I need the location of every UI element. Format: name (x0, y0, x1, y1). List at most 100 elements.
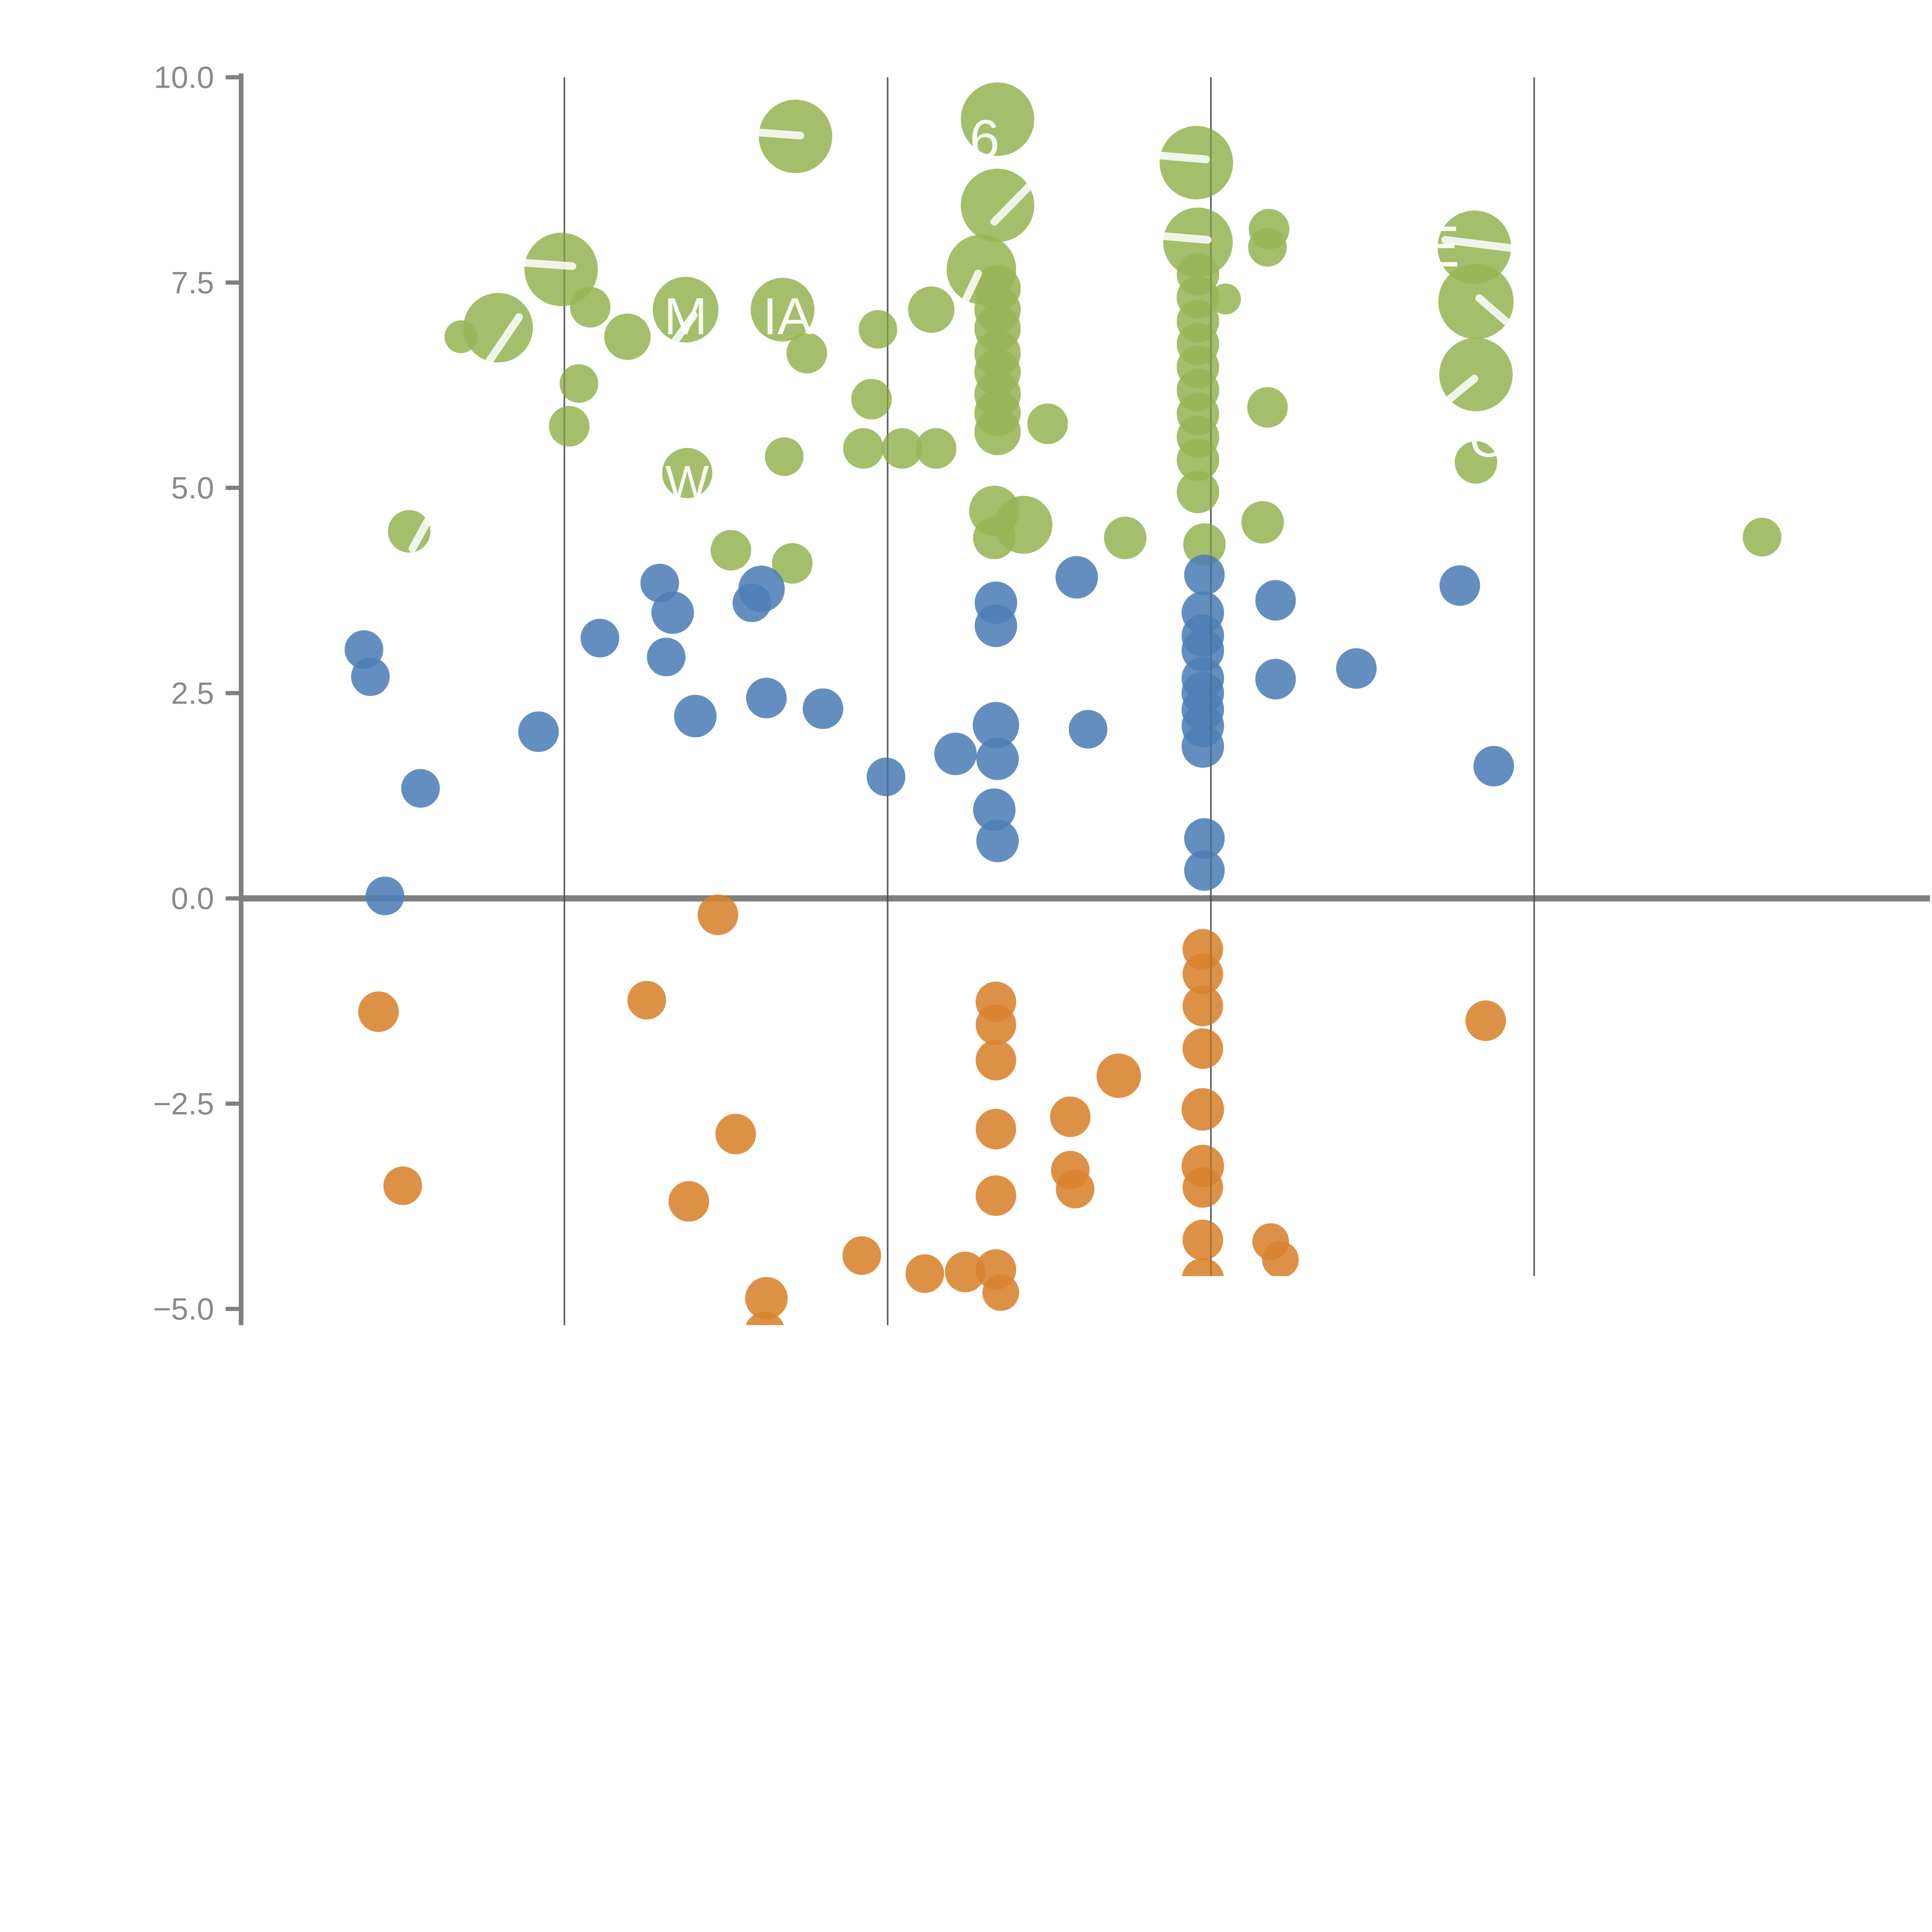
data-point (843, 428, 884, 469)
data-point (1027, 403, 1068, 444)
bubble-label: E (1421, 214, 1460, 279)
data-point (1248, 228, 1287, 267)
data-point (1182, 725, 1224, 768)
x-tick-label: 2 (556, 1750, 573, 1784)
scatter-plot-svg: 10.07.55.02.50.0−2.5−5.0−7.5−10.00 2 4 6 8 10… (0, 0, 1932, 1932)
data-point (604, 314, 651, 360)
data-point (1184, 850, 1225, 891)
bubble-stroke-fragment (503, 261, 573, 266)
data-point (983, 1274, 1019, 1311)
data-point (1160, 126, 1233, 199)
x-tick-label: 4 (879, 1750, 896, 1784)
data-point (1210, 284, 1241, 315)
data-point (1439, 565, 1480, 606)
data-point (905, 1254, 944, 1293)
bubble-label: M (664, 287, 707, 345)
data-point (973, 517, 1015, 559)
data-point (1182, 1167, 1223, 1208)
data-point (1177, 471, 1219, 513)
data-point (560, 364, 598, 403)
data-point (697, 895, 738, 935)
bubble-label: IA (763, 287, 812, 345)
data-point (1336, 648, 1377, 689)
bubble-label: W (665, 456, 709, 508)
data-point (715, 1114, 756, 1154)
bubble-label: M (753, 1607, 795, 1664)
data-point (916, 428, 956, 469)
data-point (1182, 1220, 1223, 1260)
x-tick-label: 10 (1840, 1750, 1875, 1784)
data-point (975, 605, 1017, 647)
data-point (518, 711, 559, 752)
y-tick-label: −7.5 (153, 1497, 214, 1531)
y-tick-label: 2.5 (171, 676, 214, 710)
data-point (651, 592, 694, 634)
data-point (1255, 580, 1296, 621)
data-point (1743, 518, 1781, 556)
data-point (976, 1005, 1016, 1045)
blue-group (345, 554, 1514, 915)
data-point (668, 1181, 709, 1222)
y-tick-label: 7.5 (171, 265, 214, 300)
data-point (1255, 659, 1296, 699)
bubble-stroke-fragment (734, 131, 801, 136)
data-point (383, 1167, 422, 1205)
data-point (1242, 501, 1284, 544)
axes: 10.0 7.5 5.0 2.5 0.0 −2.5 −5.0 −7.5 −10.0 0 2 4 6 8 10 (136, 60, 1930, 1784)
data-point (851, 379, 892, 420)
data-point (1473, 746, 1514, 786)
data-point (976, 820, 1019, 862)
data-point (765, 437, 803, 476)
data-point (1104, 517, 1146, 559)
data-point (908, 286, 954, 333)
y-tick-label: −10.0 (136, 1702, 214, 1737)
x-tick-label: 0 (233, 1750, 250, 1784)
data-point (366, 877, 404, 915)
data-point (1262, 1242, 1299, 1278)
data-point (1056, 556, 1098, 599)
y-tick-label: −2.5 (153, 1087, 214, 1121)
data-point (976, 1175, 1016, 1216)
data-point (1182, 1088, 1224, 1131)
y-tick-label: −5.0 (153, 1292, 214, 1326)
orange-group (358, 895, 1787, 1714)
data-point (1182, 1258, 1224, 1301)
data-point (711, 530, 751, 571)
bubble-label: V (994, 1505, 1027, 1561)
data-point (745, 1312, 785, 1352)
green-group (388, 82, 1781, 583)
data-point (570, 287, 611, 328)
data-point (1182, 986, 1223, 1026)
data-point (1050, 1097, 1090, 1137)
bubble-label: N (1192, 1429, 1233, 1493)
data-point (581, 619, 619, 657)
data-point (1097, 1054, 1141, 1098)
data-point (976, 738, 1019, 780)
bubble-label: O (1469, 411, 1509, 468)
data-point (1056, 1170, 1094, 1208)
data-point (1182, 1028, 1223, 1069)
data-point (549, 406, 590, 447)
data-point (1184, 554, 1225, 595)
data-point (842, 1236, 881, 1275)
data-point (976, 1109, 1016, 1150)
data-point (934, 733, 977, 775)
data-point (976, 1040, 1016, 1080)
x-tick-label: 8 (1526, 1750, 1543, 1784)
scatter-plot: 10.0 7.5 5.0 2.5 0.0 −2.5 −5.0 −7.5 −10.0 0 2 4 6 8 10… (0, 0, 1932, 1932)
data-point (674, 695, 716, 737)
data-point (1069, 710, 1107, 748)
bubble-label: W (1716, 1427, 1760, 1478)
data-point (351, 657, 390, 696)
y-tick-label: 10.0 (154, 60, 214, 95)
data-point (975, 409, 1021, 455)
data-point (1182, 1310, 1223, 1350)
data-point (628, 981, 666, 1020)
data-point (746, 678, 787, 718)
data-point (444, 320, 477, 353)
data-point (859, 310, 897, 349)
bubble-label: O (1479, 1579, 1518, 1635)
data-point (401, 769, 440, 808)
data-point (647, 638, 685, 676)
bubble-label: 6 (969, 109, 1000, 169)
